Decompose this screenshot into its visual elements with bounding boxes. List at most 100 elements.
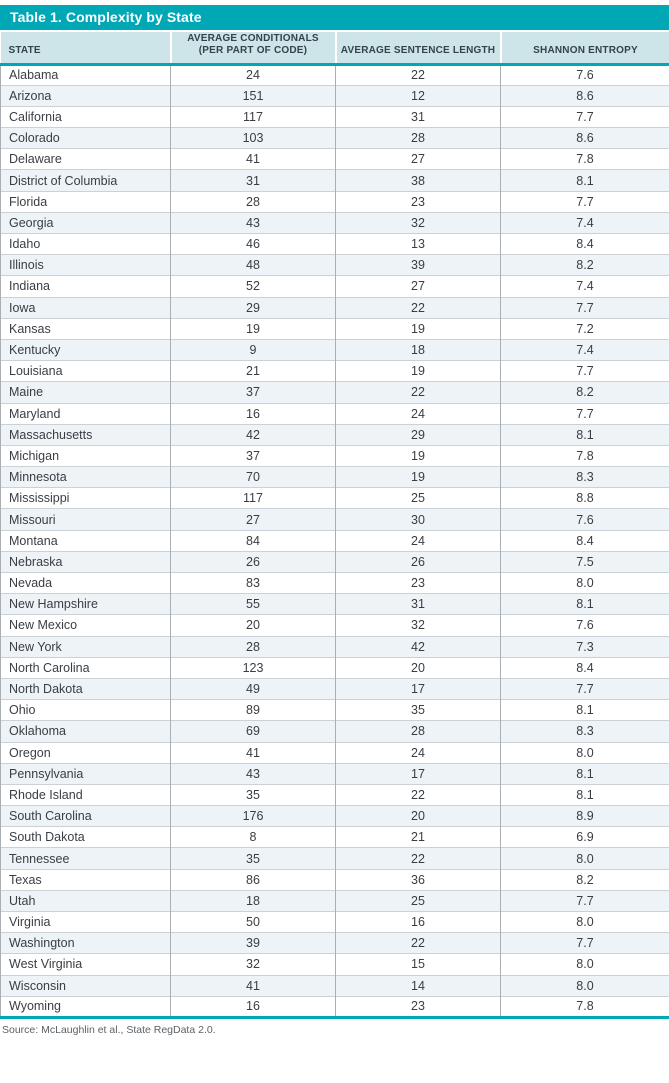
entropy-cell: 7.7: [500, 360, 669, 382]
conditionals-cell: 37: [170, 381, 336, 403]
entropy-cell: 8.3: [500, 720, 669, 742]
table-row: Indiana 52 27 7.4: [0, 275, 669, 298]
conditionals-cell: 43: [170, 762, 336, 785]
entropy-cell: 7.4: [500, 275, 669, 298]
conditionals-cell: 28: [170, 190, 336, 213]
table-row: Tennessee 35 22 8.0: [0, 847, 669, 870]
entropy-cell: 8.1: [500, 762, 669, 785]
entropy-cell: 8.3: [500, 466, 669, 488]
entropy-cell: 7.7: [500, 889, 669, 912]
sentence-length-cell: 29: [335, 423, 501, 446]
sentence-length-cell: 25: [335, 487, 501, 509]
entropy-cell: 8.1: [500, 699, 669, 721]
sentence-length-cell: 38: [335, 169, 501, 192]
conditionals-cell: 48: [170, 254, 336, 276]
table-row: Alabama 24 22 7.6: [0, 64, 669, 86]
conditionals-cell: 55: [170, 593, 336, 615]
conditionals-cell: 26: [170, 550, 336, 573]
entropy-cell: 8.2: [500, 868, 669, 891]
table-body: Alabama 24 22 7.6 Arizona 151 12 8.6 Cal…: [0, 64, 669, 1019]
conditionals-cell: 42: [170, 423, 336, 446]
source-note: Source: McLaughlin et al., State RegData…: [2, 1023, 216, 1036]
table-row: Kentucky 9 18 7.4: [0, 338, 669, 361]
sentence-length-cell: 24: [335, 741, 501, 764]
sentence-length-cell: 17: [335, 762, 501, 785]
state-cell: West Virginia: [0, 953, 171, 976]
conditionals-cell: 31: [170, 169, 336, 192]
table-row: South Carolina 176 20 8.9: [0, 805, 669, 827]
table-title-bar: Table 1. Complexity by State: [0, 5, 669, 30]
entropy-cell: 7.2: [500, 317, 669, 340]
entropy-cell: 7.7: [500, 677, 669, 700]
sentence-length-cell: 42: [335, 635, 501, 658]
sentence-length-cell: 19: [335, 317, 501, 340]
sentence-length-cell: 17: [335, 677, 501, 700]
state-cell: Massachusetts: [0, 423, 171, 446]
conditionals-cell: 117: [170, 487, 336, 509]
conditionals-cell: 117: [170, 105, 336, 128]
state-cell: Utah: [0, 889, 171, 912]
entropy-cell: 8.4: [500, 529, 669, 552]
table-header-row: STATE AVERAGE CONDITIONALS (PER PART OF C…: [0, 32, 669, 64]
table-row: Minnesota 70 19 8.3: [0, 466, 669, 488]
conditionals-cell: 83: [170, 571, 336, 594]
table-row: Illinois 48 39 8.2: [0, 254, 669, 276]
conditionals-cell: 9: [170, 338, 336, 361]
sentence-length-cell: 23: [335, 995, 501, 1019]
conditionals-cell: 70: [170, 466, 336, 488]
table-row: Iowa 29 22 7.7: [0, 296, 669, 319]
conditionals-cell: 28: [170, 635, 336, 658]
table-header: STATE AVERAGE CONDITIONALS (PER PART OF C…: [0, 32, 669, 64]
column-header-sentence-length: AVERAGE SENTENCE LENGTH: [334, 32, 501, 64]
entropy-cell: 7.5: [500, 550, 669, 573]
conditionals-cell: 21: [170, 360, 336, 382]
entropy-cell: 7.6: [500, 508, 669, 531]
table-title: Table 1. Complexity by State: [10, 9, 202, 25]
table-row: Wyoming 16 23 7.8: [0, 995, 669, 1019]
state-cell: Virginia: [0, 910, 171, 933]
state-cell: Nebraska: [0, 550, 171, 573]
table-row: Oregon 41 24 8.0: [0, 741, 669, 764]
conditionals-cell: 16: [170, 995, 336, 1019]
sentence-length-cell: 22: [335, 847, 501, 870]
sentence-length-cell: 20: [335, 656, 501, 679]
state-cell: Iowa: [0, 296, 171, 319]
conditionals-cell: 32: [170, 953, 336, 976]
state-cell: Florida: [0, 190, 171, 213]
sentence-length-cell: 26: [335, 550, 501, 573]
sentence-length-cell: 35: [335, 699, 501, 721]
state-cell: Kansas: [0, 317, 171, 340]
conditionals-cell: 176: [170, 805, 336, 827]
entropy-cell: 8.8: [500, 487, 669, 509]
sentence-length-cell: 36: [335, 868, 501, 891]
entropy-cell: 8.1: [500, 169, 669, 192]
state-cell: Tennessee: [0, 847, 171, 870]
sentence-length-cell: 18: [335, 338, 501, 361]
table-row: South Dakota 8 21 6.9: [0, 826, 669, 848]
entropy-cell: 7.6: [500, 64, 669, 86]
state-cell: Kentucky: [0, 338, 171, 361]
sentence-length-cell: 20: [335, 805, 501, 827]
table-row: North Dakota 49 17 7.7: [0, 677, 669, 700]
column-header-state: STATE: [0, 32, 171, 64]
entropy-cell: 7.4: [500, 211, 669, 234]
table-row: Texas 86 36 8.2: [0, 868, 669, 891]
entropy-cell: 7.8: [500, 995, 669, 1019]
conditionals-cell: 35: [170, 847, 336, 870]
conditionals-cell: 39: [170, 932, 336, 954]
table-row: West Virginia 32 15 8.0: [0, 953, 669, 976]
conditionals-cell: 20: [170, 614, 336, 637]
table-row: Louisiana 21 19 7.7: [0, 360, 669, 382]
table-row: Kansas 19 19 7.2: [0, 317, 669, 340]
table-row: Nevada 83 23 8.0: [0, 571, 669, 594]
conditionals-cell: 24: [170, 64, 336, 86]
conditionals-cell: 89: [170, 699, 336, 721]
conditionals-cell: 16: [170, 402, 336, 425]
entropy-cell: 7.6: [500, 614, 669, 637]
state-cell: Nevada: [0, 571, 171, 594]
state-cell: Washington: [0, 932, 171, 954]
table-row: Michigan 37 19 7.8: [0, 444, 669, 467]
state-cell: Arizona: [0, 84, 171, 107]
conditionals-cell: 49: [170, 677, 336, 700]
conditionals-cell: 69: [170, 720, 336, 742]
